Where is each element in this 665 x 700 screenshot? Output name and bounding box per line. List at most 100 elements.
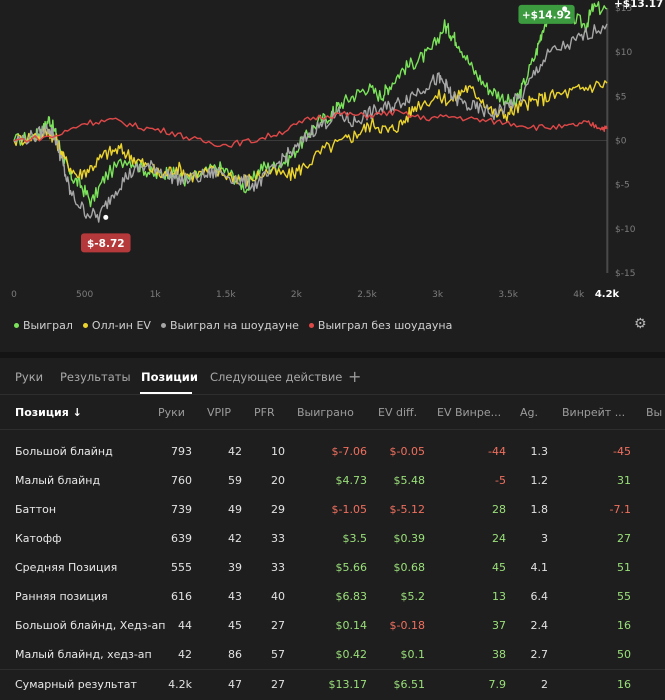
table-cell: $6.51 [393, 678, 426, 691]
table-cell: 2.7 [530, 648, 549, 661]
table-cell: 38 [492, 648, 506, 661]
legend-item-allin-ev[interactable]: Олл-ин EV [82, 319, 151, 332]
col-won[interactable]: Выиграно [297, 406, 354, 419]
legend-label-won-no-showdown: Выиграл без шоудауна [317, 319, 453, 332]
series-line [13, 23, 608, 223]
table-row[interactable]: Большой блайнд, Хедз-ап 44 45 27 $0.14 $-0.18… [0, 611, 665, 640]
table-row[interactable]: Средняя Позиция 555 39 33 $5.66 $0.68 45 4.1 51 [0, 553, 665, 582]
table-row[interactable]: Баттон 739 49 29 $-1.05 $-5.12 28 1.8 -7.1 [0, 495, 665, 524]
gear-icon[interactable]: ⚙ [634, 316, 647, 332]
y-tick-label: $-15 [615, 269, 635, 279]
table-cell: 555 [171, 561, 192, 574]
table-row[interactable]: Малый блайнд, хедз-ап 42 86 57 $0.42 $0.1 38 2.… [0, 640, 665, 669]
table-cell: 86 [228, 648, 242, 661]
section-divider [0, 352, 665, 358]
tab-hands[interactable]: Руки [15, 370, 44, 384]
col-aggression[interactable]: Ag. [520, 406, 539, 419]
table-cell: 1.3 [530, 445, 549, 458]
series-line [13, 108, 608, 148]
position-name: Катофф [15, 532, 62, 545]
table-cell: 616 [171, 590, 192, 603]
legend-dot-won [14, 323, 19, 328]
table-cell: $5.66 [335, 561, 368, 574]
table-cell: 37 [492, 619, 506, 632]
table-total-row[interactable]: Сумарный результат 4.2k 47 27 $13.17 $6.51 7.9… [0, 669, 665, 699]
table-cell: -45 [613, 445, 631, 458]
table-cell: 13 [492, 590, 506, 603]
x-tick-label: 0 [11, 290, 17, 300]
table-cell: 760 [171, 474, 192, 487]
table-cell: $-7.06 [331, 445, 367, 458]
table-cell: 43 [228, 590, 242, 603]
x-tick-label: 1.5k [216, 290, 236, 300]
col-pfr[interactable]: PFR [254, 406, 275, 419]
y-tick-label: $-10 [615, 225, 636, 235]
tab-next-action[interactable]: Следующее действие [210, 370, 343, 384]
table-cell: -7.1 [609, 503, 631, 516]
col-position[interactable]: Позиция ↓ [15, 406, 82, 419]
annotation-dot [103, 214, 109, 220]
annotation-dot [562, 6, 568, 12]
table-cell: 4.1 [530, 561, 549, 574]
x-end-label: 4.2k [595, 289, 620, 300]
col-vpip[interactable]: VPIP [207, 406, 232, 419]
table-cell: 27 [271, 678, 285, 691]
annotation-badge [80, 233, 131, 253]
position-name: Большой блайнд [15, 445, 113, 458]
col-ev-diff[interactable]: EV diff. [378, 406, 418, 419]
col-truncated[interactable]: Вы [646, 406, 663, 419]
annotation-label: $-8.72 [87, 238, 125, 250]
table-cell: 57 [271, 648, 285, 661]
table-cell: 29 [271, 503, 285, 516]
table-cell: 33 [271, 532, 285, 545]
x-tick-label: 2k [291, 290, 303, 300]
table-cell: 40 [271, 590, 285, 603]
table-row[interactable]: Малый блайнд 760 59 20 $4.73 $5.48 -5 1.2 31 [0, 466, 665, 495]
table-cell: 59 [228, 474, 242, 487]
x-tick-label: 2.5k [357, 290, 377, 300]
y-tick-label: $15 [615, 4, 632, 14]
position-name: Большой блайнд, Хедз-ап [15, 619, 166, 632]
table-cell: $0.39 [393, 532, 426, 545]
legend-item-won-no-showdown[interactable]: Выиграл без шоудауна [308, 319, 453, 332]
position-name: Средняя Позиция [15, 561, 118, 574]
table-cell: 45 [228, 619, 242, 632]
table-cell: 49 [228, 503, 242, 516]
table-cell: $3.5 [342, 532, 368, 545]
table-cell: $-0.18 [389, 619, 425, 632]
table-cell: 51 [617, 561, 631, 574]
legend-item-won[interactable]: Выиграл [14, 319, 73, 332]
legend-item-won-showdown[interactable]: Выиграл на шоудауне [160, 319, 299, 332]
table-cell: 27 [271, 619, 285, 632]
col-winrate[interactable]: Винрейт ... [562, 406, 626, 419]
legend-dot-allin-ev [82, 323, 88, 328]
chart-legend: Выиграл Олл-ин EV Выиграл на шоудауне Вы… [14, 319, 452, 332]
table-row[interactable]: Ранняя позиция 616 43 40 $6.83 $5.2 13 6.4 55 [0, 582, 665, 611]
table-cell: $4.73 [335, 474, 368, 487]
x-tick-label: 4k [573, 290, 585, 300]
position-name: Малый блайнд, хедз-ап [15, 648, 152, 661]
tab-positions[interactable]: Позиции [141, 370, 198, 384]
legend-label-won: Выиграл [23, 319, 73, 332]
table-cell: 1.8 [530, 503, 549, 516]
table-cell: $-1.05 [331, 503, 367, 516]
legend-label-allin-ev: Олл-ин EV [91, 319, 151, 332]
add-tab-button[interactable]: + [348, 367, 362, 386]
table-cell: 42 [178, 648, 192, 661]
profit-chart: $15 $10 $5 $0 $-5 $-10 $-15 0 500 1k 1.5k 2k 2.5k 3k 3… [0, 0, 665, 312]
table-cell: 50 [617, 648, 631, 661]
table-cell: $0.1 [400, 648, 426, 661]
table-cell: 33 [271, 561, 285, 574]
series-line [13, 80, 608, 187]
table-cell: 739 [171, 503, 192, 516]
table-cell: 28 [492, 503, 506, 516]
table-row[interactable]: Большой блайнд 793 42 10 $-7.06 $-0.05 -44 1.3 -… [0, 437, 665, 466]
col-hands[interactable]: Руки [158, 406, 185, 419]
y-tick-label: $10 [615, 48, 632, 58]
x-tick-label: 3k [432, 290, 444, 300]
col-ev-winrate[interactable]: EV Винре... [437, 406, 502, 419]
tab-results[interactable]: Результаты [60, 370, 131, 384]
table-header: Позиция ↓ Руки VPIP PFR Выиграно EV diff… [0, 395, 665, 430]
table-cell: -5 [495, 474, 506, 487]
table-row[interactable]: Катофф 639 42 33 $3.5 $0.39 24 3 27 [0, 524, 665, 553]
